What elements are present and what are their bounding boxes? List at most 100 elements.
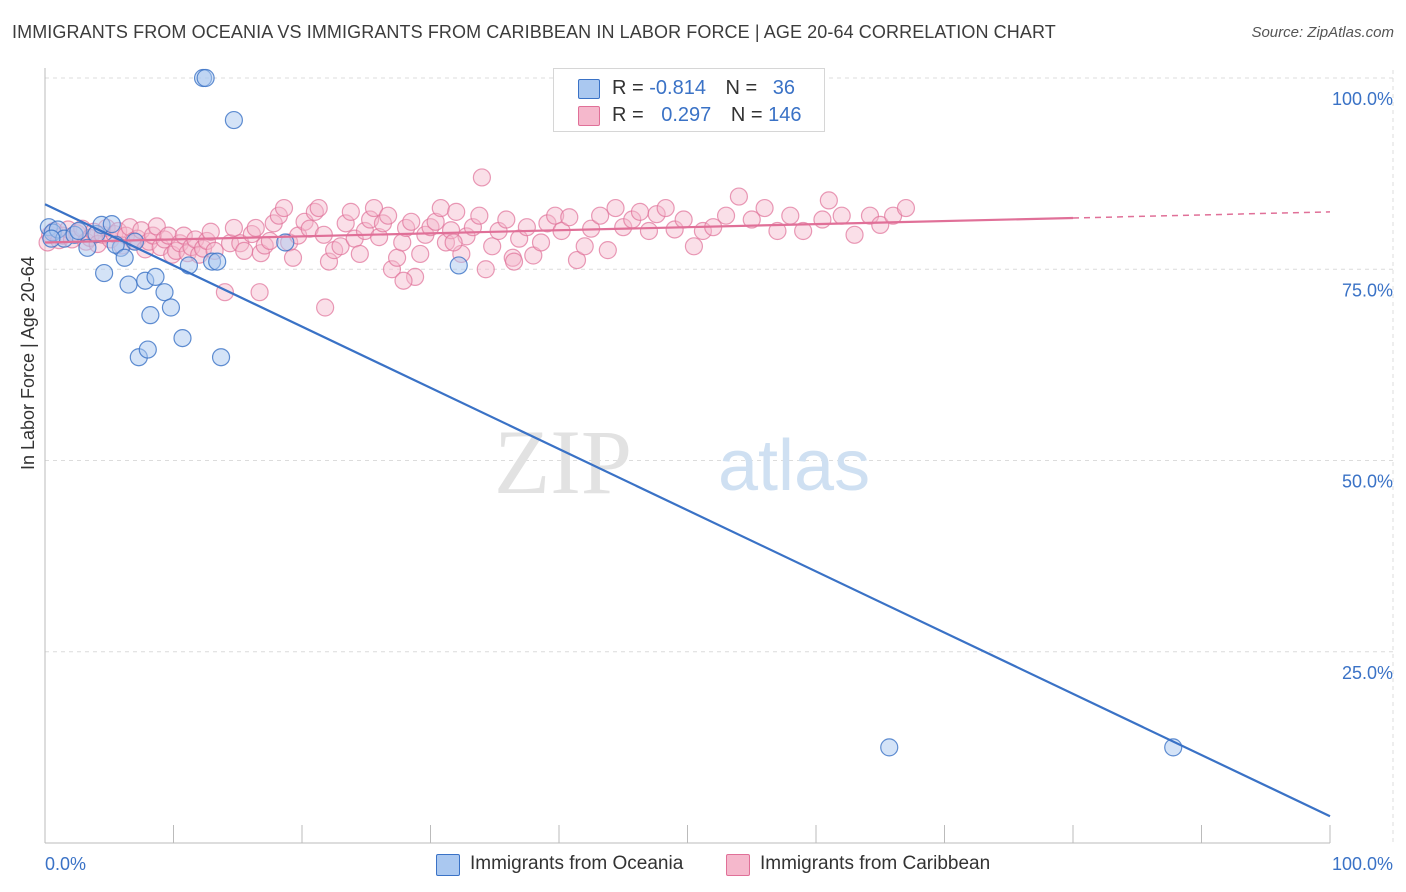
caribbean-point xyxy=(336,214,355,233)
caribbean-point xyxy=(483,237,502,256)
caribbean-point xyxy=(224,218,243,238)
caribbean-point xyxy=(674,210,693,229)
caribbean-point xyxy=(896,198,916,218)
legend-n-label: N = xyxy=(730,104,763,126)
caribbean-point xyxy=(250,283,269,302)
caribbean-point xyxy=(665,220,684,239)
caribbean-point xyxy=(370,228,389,247)
y-tick-label: 100.0% xyxy=(1332,89,1393,109)
caribbean-point xyxy=(639,221,659,241)
watermark-zip: ZIP xyxy=(494,411,632,513)
x-tick-label-max: 100.0% xyxy=(1332,854,1393,874)
caribbean-point xyxy=(447,202,466,221)
tick-labels: 100.0% 75.0% 50.0% 25.0% 0.0% 100.0% xyxy=(45,89,1393,874)
watermark-atlas: atlas xyxy=(718,426,870,506)
caribbean-point xyxy=(382,260,402,279)
caribbean-point xyxy=(402,212,421,231)
caribbean-point xyxy=(860,206,880,225)
trend-layer xyxy=(44,203,1331,818)
oceania-point xyxy=(146,267,165,286)
caribbean-legend-label: Immigrants from Caribbean xyxy=(760,853,991,874)
caribbean-point xyxy=(729,187,749,206)
y-tick-label: 25.0% xyxy=(1342,663,1393,683)
oceania-point xyxy=(42,229,61,248)
y-tick-label: 50.0% xyxy=(1342,472,1393,492)
caribbean-point xyxy=(781,206,800,225)
caribbean-point xyxy=(472,168,491,187)
caribbean-point xyxy=(274,198,294,218)
legend-n-value-caribbean: 146 xyxy=(768,104,802,126)
oceania-legend-label: Immigrants from Oceania xyxy=(470,853,684,874)
caribbean-point xyxy=(567,250,587,270)
caribbean-point xyxy=(197,231,217,251)
oceania-point xyxy=(155,283,174,302)
caribbean-point xyxy=(531,233,551,252)
caribbean-point xyxy=(742,210,761,229)
caribbean-point xyxy=(716,206,736,225)
caribbean-point xyxy=(575,237,594,256)
caribbean-point xyxy=(431,198,450,218)
caribbean-point xyxy=(647,205,666,224)
oceania-point xyxy=(449,256,468,275)
caribbean-legend-swatch xyxy=(726,854,750,876)
caribbean-point xyxy=(426,212,445,231)
oceania-point xyxy=(95,263,114,283)
oceania-point xyxy=(138,340,157,359)
oceania-point xyxy=(141,306,160,325)
caribbean-point xyxy=(591,206,610,225)
caribbean-point xyxy=(316,298,335,317)
caribbean-point xyxy=(560,208,579,227)
oceania-point xyxy=(115,248,134,267)
caribbean-point xyxy=(350,244,369,264)
caribbean-point xyxy=(768,221,787,241)
caribbean-point xyxy=(630,202,650,221)
oceania-point xyxy=(208,252,227,271)
caribbean-point xyxy=(421,218,440,237)
y-axis-label: In Labor Force | Age 20-64 xyxy=(18,256,38,470)
caribbean-point xyxy=(656,198,675,218)
caribbean-point xyxy=(606,198,625,218)
legend-n-value-oceania: 36 xyxy=(772,77,796,99)
oceania-legend-swatch xyxy=(436,854,460,876)
legend-n-label: N = xyxy=(725,77,758,99)
caribbean-point xyxy=(470,206,489,225)
source-label: Source: ZipAtlas.com xyxy=(1251,24,1394,41)
caribbean-point xyxy=(871,215,890,234)
oceania-point xyxy=(161,298,181,317)
caribbean-point xyxy=(364,198,384,218)
caribbean-point xyxy=(387,248,407,267)
oceania-point xyxy=(78,238,97,257)
oceania-point xyxy=(224,110,243,130)
oceania-point xyxy=(880,738,899,757)
caribbean-point xyxy=(283,248,303,267)
caribbean-point xyxy=(405,267,425,286)
caribbean-point xyxy=(411,244,430,264)
caribbean-point xyxy=(845,225,864,244)
caribbean-point xyxy=(444,233,463,252)
caribbean-point xyxy=(378,206,398,225)
caribbean-point xyxy=(504,252,524,271)
caribbean-point xyxy=(394,271,413,290)
caribbean-point xyxy=(309,198,328,218)
correlation-legend: R = -0.814 N = 36 R = 0.297 N = 146 xyxy=(553,68,825,132)
oceania-point xyxy=(119,275,138,294)
x-tick-label-min: 0.0% xyxy=(45,854,86,874)
oceania-trend-line xyxy=(44,203,1331,818)
caribbean-point xyxy=(598,241,617,260)
caribbean-swatch xyxy=(578,106,600,126)
caribbean-point xyxy=(813,210,832,229)
caribbean-point xyxy=(755,198,774,218)
caribbean-point xyxy=(319,252,339,271)
oceania-point xyxy=(179,256,199,275)
caribbean-point xyxy=(497,210,516,229)
caribbean-point xyxy=(246,218,265,238)
oceania-point xyxy=(211,348,231,367)
axis-layer xyxy=(44,68,1331,844)
legend-r-label: R = xyxy=(612,77,644,99)
legend-r-value-oceania: -0.814 xyxy=(649,77,706,99)
caribbean-point xyxy=(794,221,813,241)
caribbean-point xyxy=(819,191,838,210)
caribbean-point xyxy=(331,237,350,256)
caribbean-point xyxy=(546,206,565,225)
